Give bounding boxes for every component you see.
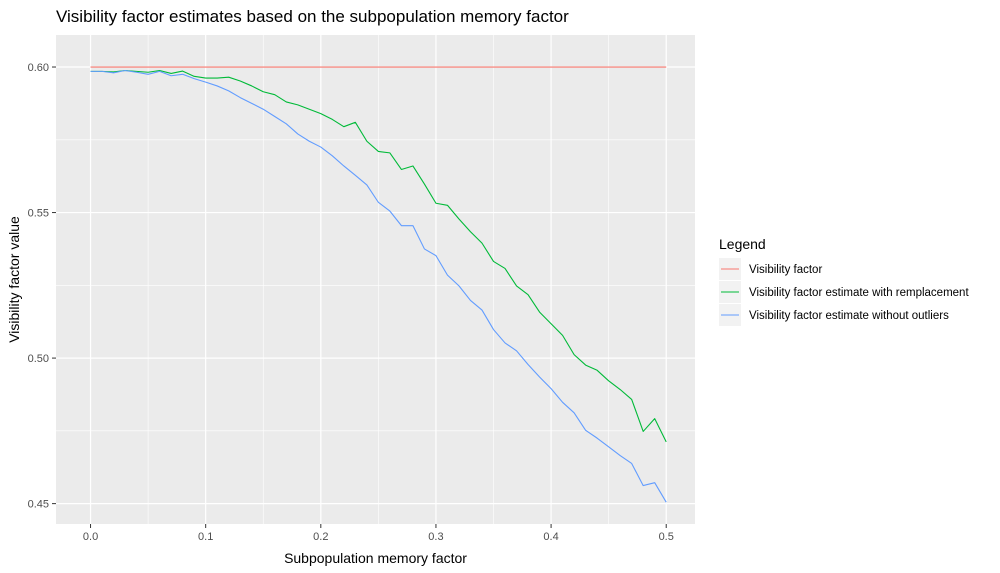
- legend-items: Visibility factor Visibility factor estim…: [719, 258, 969, 326]
- y-tick-label: 0.55: [28, 208, 49, 220]
- chart-title: Visibility factor estimates based on the…: [56, 7, 569, 26]
- series-layer: [90, 66, 667, 503]
- legend-title: Legend: [719, 236, 766, 252]
- x-tick-label: 0.0: [83, 531, 98, 543]
- legend-label: Visibility factor estimate without outli…: [749, 310, 949, 322]
- series-line-2: [90, 69, 667, 443]
- x-tick-label: 0.1: [198, 531, 213, 543]
- x-tick-label: 0.3: [428, 531, 443, 543]
- legend-label: Visibility factor estimate with remplace…: [749, 287, 969, 299]
- x-tick-label: 0.4: [543, 531, 558, 543]
- y-tick-label: 0.45: [28, 499, 49, 511]
- minor-gridlines: [56, 35, 695, 524]
- x-axis-ticks: 0.0 0.1 0.2 0.3 0.4 0.5: [83, 524, 674, 543]
- y-tick-label: 0.50: [28, 353, 49, 365]
- x-tick-label: 0.5: [659, 531, 674, 543]
- legend-label: Visibility factor: [749, 264, 822, 276]
- y-axis-title: Visibility factor value: [6, 216, 22, 343]
- plot-panel: [56, 35, 695, 524]
- y-tick-label: 0.60: [28, 62, 49, 74]
- x-axis-title: Subpopulation memory factor: [284, 550, 467, 566]
- series-line-3: [90, 69, 667, 503]
- x-tick-label: 0.2: [313, 531, 328, 543]
- y-axis-ticks: 0.45 0.50 0.55 0.60: [28, 62, 56, 511]
